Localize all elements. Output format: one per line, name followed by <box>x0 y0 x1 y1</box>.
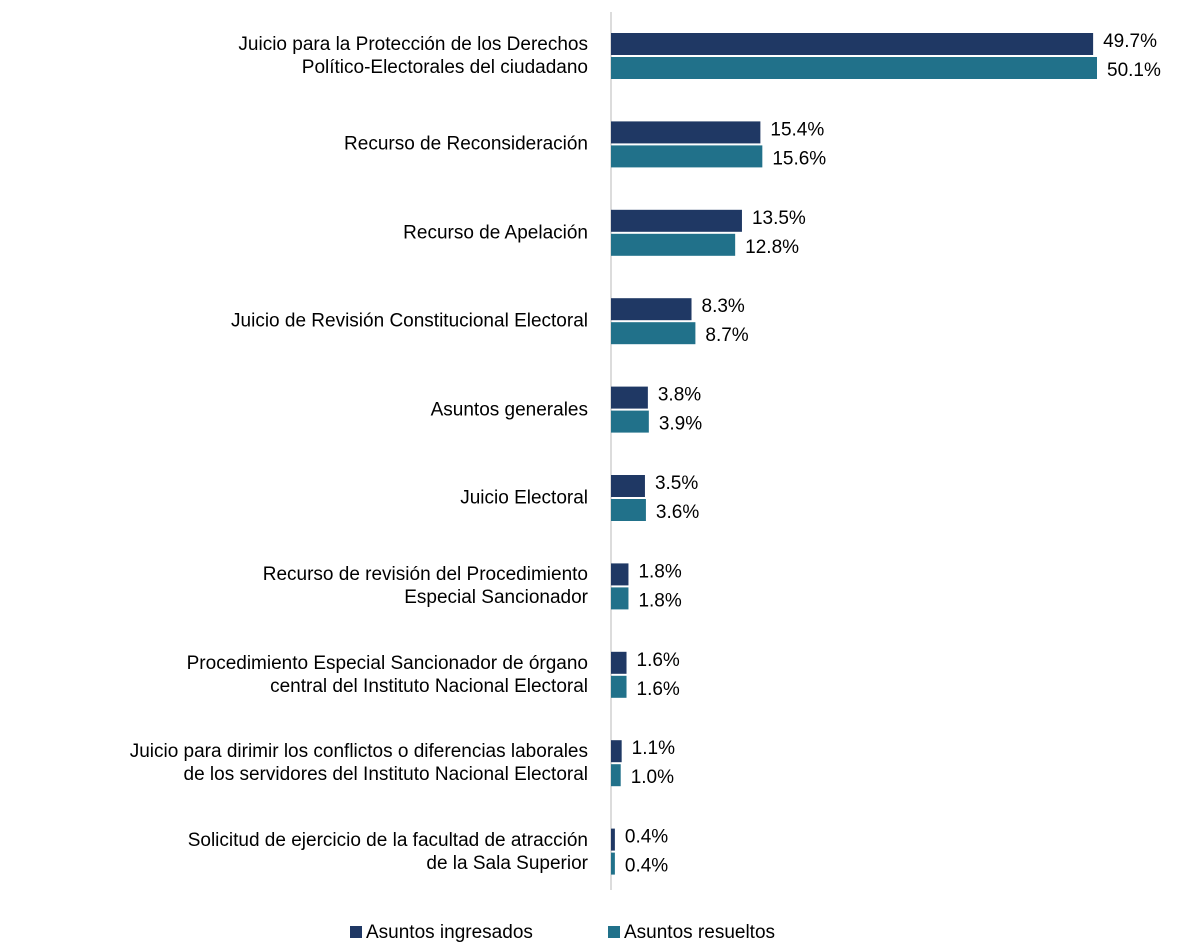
bar <box>611 587 629 610</box>
bar <box>611 298 692 321</box>
bar <box>611 651 627 674</box>
value-label: 12.8% <box>745 237 799 258</box>
bar <box>611 828 615 851</box>
bar <box>611 740 622 763</box>
category-label: Recurso de Reconsideración <box>344 133 588 155</box>
bar <box>611 675 627 698</box>
bar <box>611 386 648 409</box>
value-label: 13.5% <box>752 208 806 229</box>
legend-swatch <box>608 926 620 938</box>
value-label: 15.4% <box>770 119 824 140</box>
bar <box>611 852 615 875</box>
category-label: Juicio para dirimir los conflictos o dif… <box>129 741 588 786</box>
legend-swatch <box>350 926 362 938</box>
value-label: 50.1% <box>1107 60 1161 81</box>
bar <box>611 322 696 345</box>
value-label: 3.5% <box>655 473 698 494</box>
category-label: Juicio para la Protección de los Derecho… <box>238 34 588 78</box>
bar <box>611 475 645 497</box>
category-label: Solicitud de ejercicio de la facultad de… <box>187 829 588 874</box>
value-label: 3.6% <box>656 502 699 523</box>
bar <box>611 209 742 232</box>
value-label: 8.3% <box>702 296 745 317</box>
bar <box>611 33 1094 55</box>
value-label: 8.7% <box>705 325 748 346</box>
value-label: 1.0% <box>631 767 674 788</box>
category-label: Juicio Electoral <box>460 487 588 509</box>
value-label: 1.6% <box>637 679 680 700</box>
bar <box>611 764 621 787</box>
value-label: 1.1% <box>632 738 675 759</box>
value-label: 15.6% <box>772 148 826 169</box>
bar <box>611 57 1097 79</box>
value-label: 1.6% <box>637 650 680 671</box>
value-label: 1.8% <box>638 590 681 611</box>
value-label: 0.4% <box>625 856 668 877</box>
legend-label: Asuntos ingresados <box>366 922 533 943</box>
value-label: 49.7% <box>1103 31 1157 52</box>
category-label: Recurso de revisión del Procedimiento Es… <box>262 564 588 609</box>
category-label: Recurso de Apelación <box>403 222 588 244</box>
bar <box>611 410 649 433</box>
category-label: Procedimiento Especial Sancionador de ór… <box>186 652 588 697</box>
category-label: Asuntos generales <box>430 399 588 421</box>
value-label: 3.9% <box>659 414 702 435</box>
legend-label: Asuntos resueltos <box>624 922 775 943</box>
bar <box>611 233 736 256</box>
category-label: Juicio de Revisión Constitucional Electo… <box>231 310 588 332</box>
bar <box>611 499 646 521</box>
bar <box>611 145 763 168</box>
value-label: 3.8% <box>658 385 701 406</box>
bar <box>611 121 761 144</box>
value-label: 1.8% <box>638 561 681 582</box>
bar <box>611 563 629 586</box>
value-label: 0.4% <box>625 827 668 848</box>
